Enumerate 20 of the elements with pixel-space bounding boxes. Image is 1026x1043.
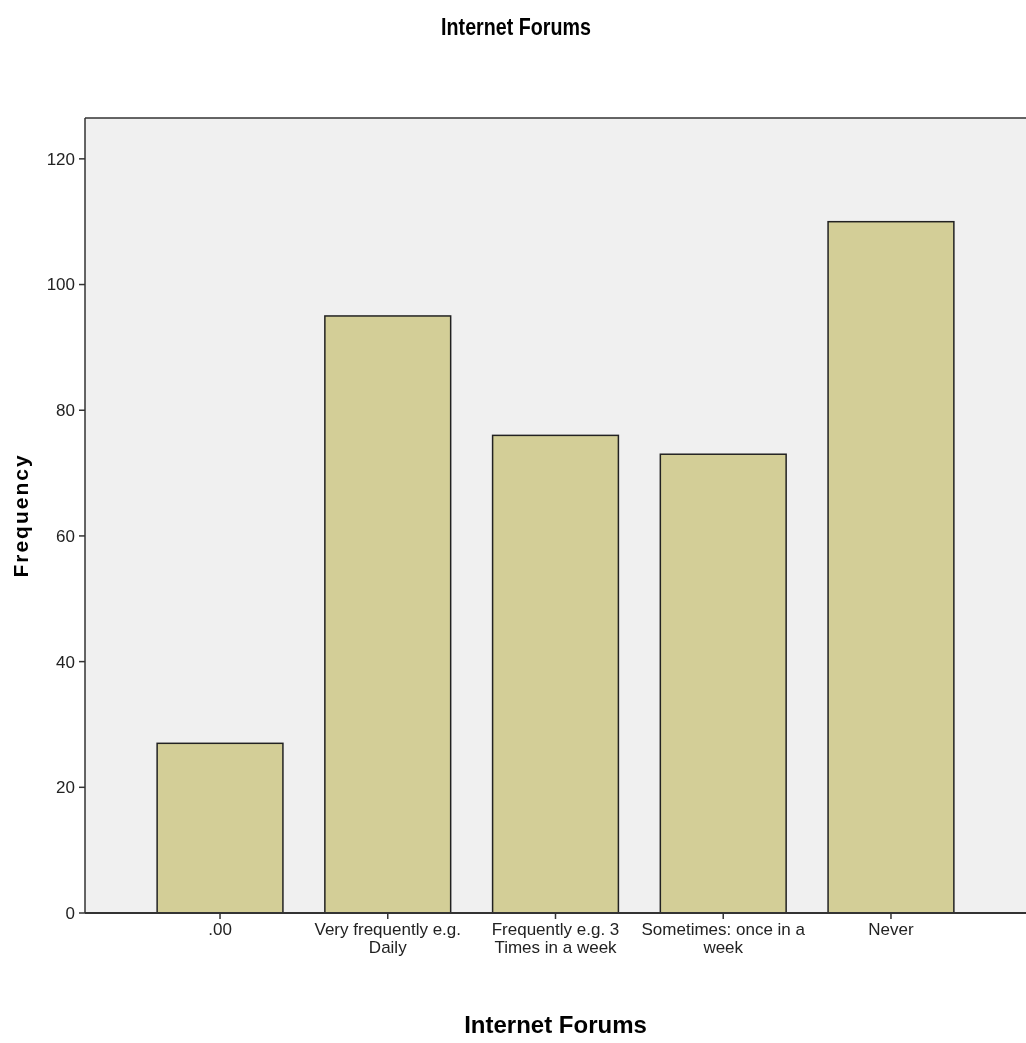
- y-tick-label: 60: [56, 526, 75, 546]
- x-tick-label: Frequently e.g. 3 Times in a week: [491, 920, 620, 957]
- y-tick-label: 0: [65, 903, 75, 923]
- y-tick-label: 100: [46, 275, 75, 295]
- bar: [827, 220, 955, 914]
- bar: [491, 434, 620, 914]
- y-tick-label: 120: [46, 149, 75, 169]
- y-tick-label: 40: [56, 652, 75, 672]
- x-tick-label: Sometimes: once in a week: [641, 920, 806, 957]
- y-tick-label: 80: [56, 401, 75, 421]
- bar: [156, 742, 284, 914]
- y-tick-label: 20: [56, 778, 75, 798]
- x-tick-label: Very frequently e.g. Daily: [314, 920, 462, 957]
- bar: [324, 315, 452, 914]
- chart-title: Internet Forums: [441, 13, 591, 41]
- x-tick-label: .00: [208, 920, 232, 939]
- bar: [659, 453, 787, 914]
- x-axis-title: Internet Forums: [464, 1011, 647, 1038]
- x-tick-label: Never: [868, 920, 914, 939]
- y-axis-title: Frequency: [9, 453, 32, 578]
